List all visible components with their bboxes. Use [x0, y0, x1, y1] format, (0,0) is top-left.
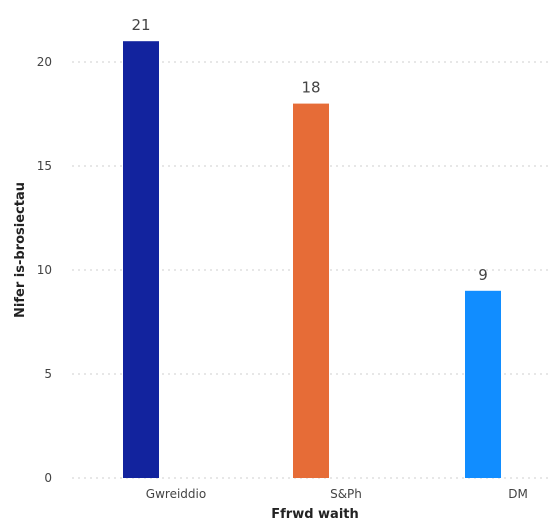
- y-tick-label: 20: [37, 55, 52, 69]
- data-label-1: 18: [301, 79, 320, 97]
- y-tick-label: 0: [44, 471, 52, 485]
- y-tick-label: 15: [37, 159, 52, 173]
- x-tick-label-1: S&Ph: [330, 487, 362, 501]
- y-axis-title: Nifer is-brosiectau: [13, 182, 28, 318]
- x-axis-ticks: Gwreiddio S&Ph DM: [146, 487, 528, 501]
- y-axis-ticks: 0 5 10 15 20: [37, 55, 52, 485]
- bar-0: [123, 41, 159, 478]
- y-tick-label: 10: [37, 263, 52, 277]
- y-tick-label: 5: [44, 367, 52, 381]
- x-tick-label-2: DM: [508, 487, 528, 501]
- bar-1: [293, 103, 329, 478]
- bars: 21 18 9: [123, 16, 501, 478]
- data-label-2: 9: [478, 266, 488, 284]
- x-tick-label-0: Gwreiddio: [146, 487, 206, 501]
- data-label-0: 21: [131, 16, 150, 34]
- bar-2: [465, 290, 501, 478]
- x-axis-title: Ffrwd waith: [271, 507, 359, 522]
